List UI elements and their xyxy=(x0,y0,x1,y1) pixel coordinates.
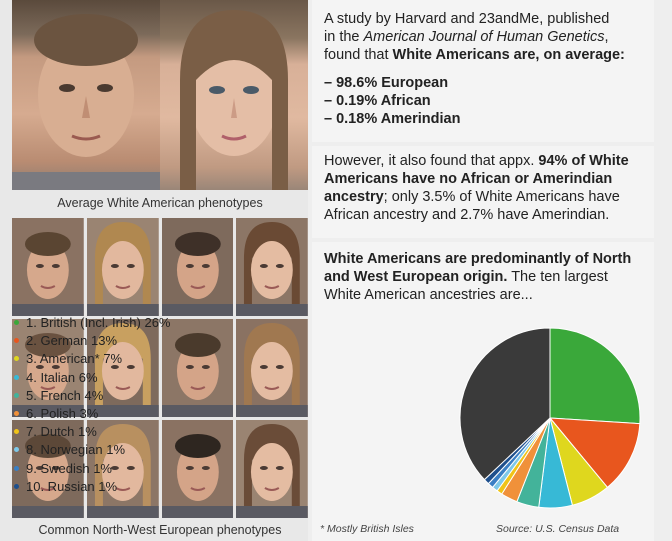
ancestry-line-4: African ancestry and 2.7% have Amerindia… xyxy=(324,207,610,223)
pie-slice-1 xyxy=(549,327,641,425)
phenotype-face xyxy=(161,420,234,518)
legend-label: 3. American* 7% xyxy=(26,351,123,367)
phenotype-face xyxy=(12,420,84,518)
ancestry-panel: However, it also found that appx. 94% of… xyxy=(312,146,654,238)
legend-label: 7. Dutch 1% xyxy=(26,424,97,440)
legend-dot xyxy=(14,338,19,344)
phenotype-face xyxy=(12,319,84,417)
ancestry-percent-list: – 98.6% European – 0.19% African – 0.18%… xyxy=(324,74,460,128)
legend-dot xyxy=(14,483,19,489)
origin-line-2: and West European origin. The ten larges… xyxy=(324,269,608,285)
legend-label: 5. French 4% xyxy=(26,387,104,403)
ancestry-line-3: ancestry; only 3.5% of White Americans h… xyxy=(324,189,620,205)
ancestry-line-1: However, it also found that appx. 94% of… xyxy=(324,153,629,169)
legend-label: 9. Swedish 1% xyxy=(26,460,112,476)
legend-label: 6. Polish 3% xyxy=(26,406,99,422)
legend-label: 2. German 13% xyxy=(26,333,118,349)
study-line-2: in the American Journal of Human Genetic… xyxy=(324,29,609,45)
legend-label: 1. British (Incl. Irish) 26% xyxy=(26,315,171,330)
phenotype-face xyxy=(236,319,308,417)
footnote: * Mostly British Isles xyxy=(320,523,414,535)
legend-item: 8. Norwegian 1% xyxy=(12,441,171,459)
phenotype-face xyxy=(86,420,159,518)
legend-dot xyxy=(14,411,19,417)
legend-item: 9. Swedish 1% xyxy=(12,460,171,478)
legend-label: 8. Norwegian 1% xyxy=(26,442,125,458)
ancestry-pie-chart xyxy=(459,327,641,509)
legend-item: 7. Dutch 1% xyxy=(12,423,171,441)
ancestry-line-2: Americans have no African or Amerindian xyxy=(324,171,613,187)
legend-label: 4. Italian 6% xyxy=(26,369,98,385)
legend-label: 10. Russian 1% xyxy=(26,478,118,494)
study-panel: A study by Harvard and 23andMe, publishe… xyxy=(312,0,654,142)
source-note: Source: U.S. Census Data xyxy=(496,523,620,535)
phenotype-face xyxy=(12,218,84,316)
pie-slice-11 xyxy=(459,327,551,481)
study-line-3: found that White Americans are, on avera… xyxy=(324,47,625,63)
list-item: – 0.18% Amerindian xyxy=(324,111,461,127)
legend-item: 6. Polish 3% xyxy=(12,405,171,423)
photo-column: Average White American phenotypes Common… xyxy=(0,0,308,541)
legend-dot xyxy=(14,429,19,435)
origin-line-3: White American ancestries are... xyxy=(324,287,533,303)
legend-item: 5. French 4% xyxy=(12,387,171,405)
phenotype-face xyxy=(161,319,234,417)
legend-dot xyxy=(14,465,19,471)
legend-item: 1. British (Incl. Irish) 26% xyxy=(12,314,171,332)
phenotype-face xyxy=(161,218,234,316)
phenotype-grid xyxy=(12,218,308,518)
pie-legend: 1. British (Incl. Irish) 26% 2. German 13… xyxy=(12,314,171,496)
legend-item: 10. Russian 1% xyxy=(12,478,171,496)
list-item: – 98.6% European xyxy=(324,75,449,91)
legend-dot xyxy=(14,374,19,380)
average-male-face xyxy=(12,0,160,190)
average-phenotypes-photo xyxy=(12,0,308,190)
journal-name: American Journal of Human Genetics xyxy=(363,29,605,45)
list-item: – 0.19% African xyxy=(324,93,431,109)
origin-line-1: White Americans are predominantly of Nor… xyxy=(324,251,632,267)
legend-item: 3. American* 7% xyxy=(12,350,171,368)
phenotype-face xyxy=(86,218,159,316)
legend-item: 4. Italian 6% xyxy=(12,369,171,387)
legend-dot xyxy=(14,447,19,453)
average-female-face xyxy=(160,0,308,190)
legend-item: 2. German 13% xyxy=(12,332,171,350)
bottom-photo-caption: Common North-West European phenotypes xyxy=(38,523,282,537)
pie-slice-2 xyxy=(548,417,641,489)
phenotype-face xyxy=(86,319,159,417)
study-line-1: A study by Harvard and 23andMe, publishe… xyxy=(324,11,610,27)
legend-dot xyxy=(14,392,19,398)
phenotype-face xyxy=(236,218,308,316)
top-photo-caption: Average White American phenotypes xyxy=(57,196,263,210)
phenotype-face xyxy=(236,420,308,518)
legend-dot xyxy=(14,320,19,326)
legend-dot xyxy=(14,356,19,362)
